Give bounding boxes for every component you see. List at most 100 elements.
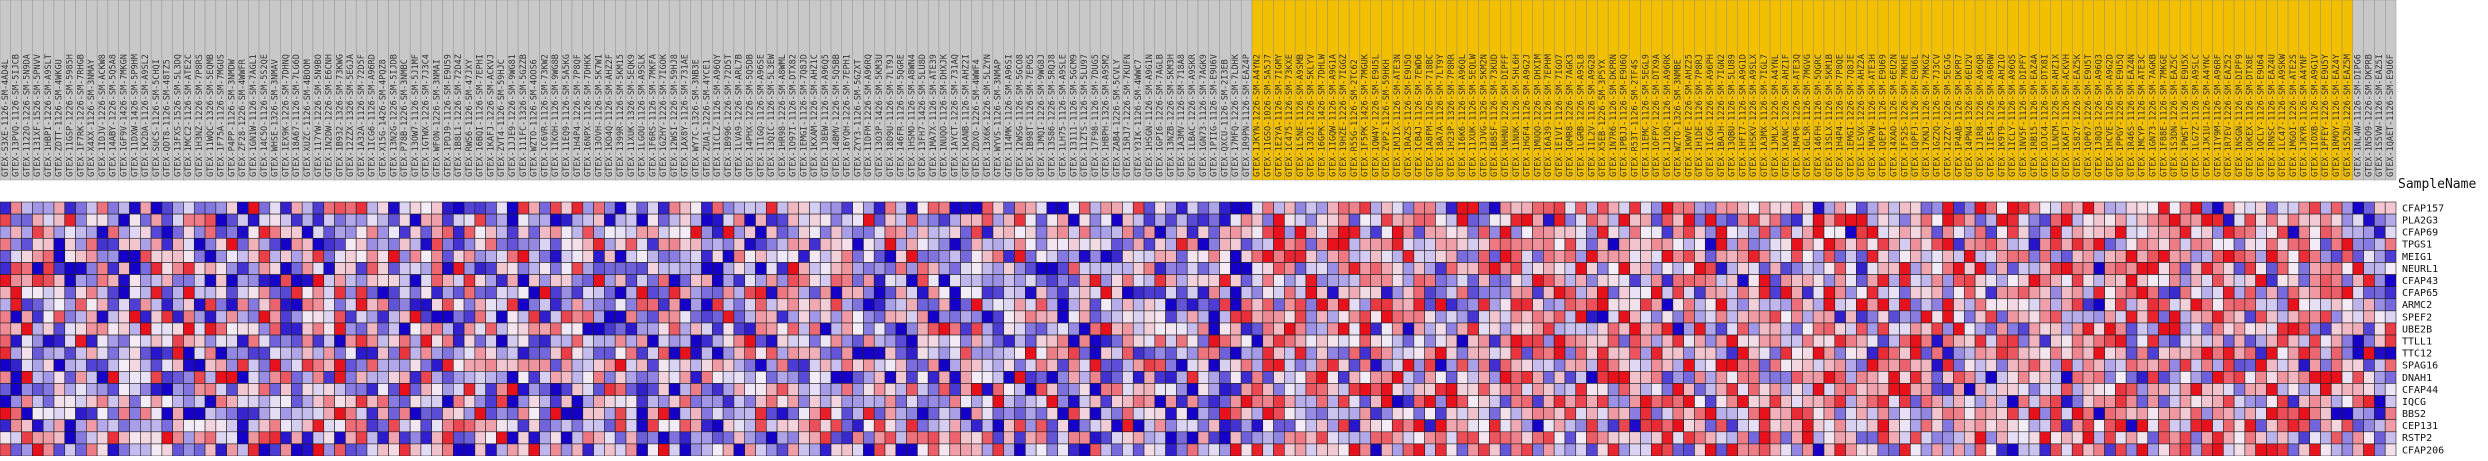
heatmap-cell: [733, 213, 746, 227]
heatmap-cell: [2082, 286, 2095, 300]
heatmap-cell: [247, 274, 260, 287]
heatmap-cell: [1111, 407, 1123, 421]
heatmap-cell: [2330, 237, 2343, 251]
heatmap-cell: [0, 298, 12, 312]
heatmap-cell: [86, 371, 98, 384]
heatmap-cell: [701, 431, 713, 445]
heatmap-cell: [1748, 358, 1760, 372]
heatmap-cell: [582, 250, 594, 263]
column-label: GTEX-1H23P-1326-SM-7P8RR: [1447, 53, 1457, 177]
heatmap-cell: [1435, 322, 1447, 336]
heatmap-cell: [539, 358, 551, 372]
column-label: GTEX-1HBPH-1326-SM-A9SM2: [1102, 54, 1112, 177]
heatmap-cell: [949, 407, 961, 421]
heatmap-cell: [1866, 395, 1879, 408]
heatmap-cell: [2384, 310, 2397, 324]
heatmap-cell: [1672, 346, 1684, 360]
heatmap-cell: [118, 213, 130, 227]
heatmap-cell: [1445, 334, 1458, 348]
heatmap-cell: [2244, 213, 2256, 227]
heatmap-cell: [334, 346, 346, 360]
heatmap-cell: [798, 262, 810, 275]
heatmap-cell: [1985, 395, 1997, 408]
heatmap-cell: [1100, 419, 1112, 433]
heatmap-cell: [744, 419, 756, 433]
heatmap-cell: [1348, 346, 1361, 360]
heatmap-cell: [1694, 274, 1706, 287]
heatmap-cell: [1424, 262, 1436, 275]
heatmap-cell: [1845, 286, 1857, 300]
heatmap-cell: [1931, 225, 1944, 239]
heatmap-cell: [506, 274, 519, 287]
heatmap-cell: [172, 346, 184, 360]
heatmap-cell: [334, 431, 346, 445]
heatmap-cell: [226, 358, 238, 372]
heatmap-cell: [1758, 383, 1771, 396]
heatmap-cell: [1391, 225, 1404, 239]
heatmap-cell: [1877, 371, 1890, 384]
heatmap-cell: [345, 237, 357, 251]
heatmap-cell: [571, 431, 584, 445]
heatmap-cell: [420, 286, 433, 300]
heatmap-cell: [2007, 237, 2019, 251]
heatmap-cell: [1737, 383, 1749, 396]
heatmap-cell: [1564, 298, 1577, 312]
heatmap-cell: [215, 371, 227, 384]
heatmap-cell: [1262, 274, 1274, 287]
heatmap-cell: [1089, 431, 1102, 445]
heatmap-cell: [1791, 286, 1803, 300]
heatmap-cell: [819, 346, 832, 360]
heatmap-cell: [1154, 213, 1166, 227]
heatmap-cell: [2071, 274, 2084, 287]
heatmap-cell: [2039, 419, 2051, 433]
heatmap-cell: [1510, 419, 1523, 433]
heatmap-cell: [2071, 395, 2084, 408]
column-label: GTEX-13X6K-1226-SM-5LZYN: [983, 54, 993, 177]
heatmap-cell: [1704, 371, 1717, 384]
heatmap-cell: [150, 262, 163, 275]
heatmap-cell: [1920, 431, 1933, 445]
heatmap-cell: [1014, 298, 1026, 312]
column-label: GTEX-1MA7W-1126-SM-ATE3H: [1868, 54, 1878, 177]
heatmap-cell: [625, 310, 638, 324]
heatmap-cell: [517, 383, 530, 396]
heatmap-cell: [1197, 443, 1210, 457]
heatmap-cell: [323, 431, 335, 445]
heatmap-cell: [1219, 213, 1231, 227]
heatmap-cell: [1230, 358, 1242, 372]
heatmap-cell: [172, 395, 184, 408]
heatmap-cell: [981, 213, 994, 227]
heatmap-cell: [1456, 371, 1469, 384]
heatmap-cell: [1812, 201, 1825, 215]
heatmap-cell: [906, 407, 918, 421]
heatmap-cell: [2298, 407, 2310, 421]
heatmap-cell: [1521, 225, 1533, 239]
heatmap-cell: [1996, 346, 2008, 360]
heatmap-cell: [1251, 407, 1264, 421]
heatmap-cell: [1078, 250, 1091, 263]
heatmap-cell: [2082, 371, 2095, 384]
heatmap-cell: [1294, 407, 1307, 421]
heatmap-cell: [388, 346, 400, 360]
heatmap-cell: [237, 213, 249, 227]
heatmap-cell: [1046, 322, 1058, 336]
heatmap-cell: [301, 371, 314, 384]
heatmap-cell: [1521, 274, 1533, 287]
heatmap-cell: [2330, 310, 2343, 324]
heatmap-cell: [1683, 262, 1695, 275]
heatmap-cell: [960, 358, 972, 372]
heatmap-cell: [1100, 310, 1112, 324]
heatmap-cell: [1758, 322, 1771, 336]
heatmap-cell: [960, 262, 972, 275]
heatmap-cell: [884, 237, 897, 251]
heatmap-cell: [280, 431, 292, 445]
heatmap-cell: [183, 395, 195, 408]
heatmap-cell: [765, 262, 778, 275]
heatmap-cell: [1866, 371, 1879, 384]
heatmap-cell: [1435, 407, 1447, 421]
heatmap-cell: [571, 383, 584, 396]
heatmap-cell: [1402, 407, 1415, 421]
heatmap-cell: [86, 443, 98, 457]
heatmap-cell: [1607, 250, 1620, 263]
heatmap-cell: [161, 346, 173, 360]
